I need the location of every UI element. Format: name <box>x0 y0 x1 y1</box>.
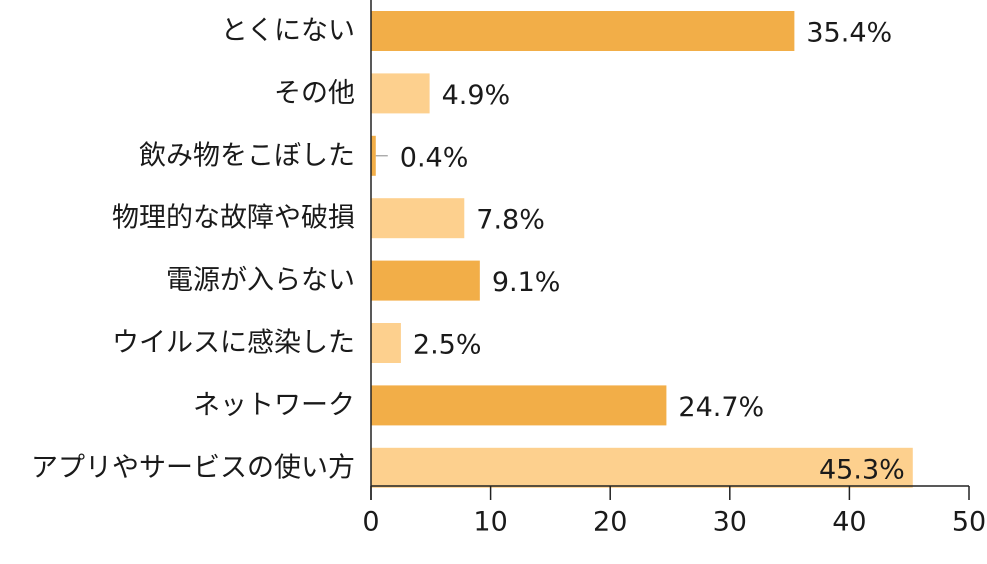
x-tick-label: 40 <box>832 507 866 538</box>
value-label: 35.4% <box>806 18 892 49</box>
bar <box>371 447 913 488</box>
x-tick-label: 30 <box>713 507 747 538</box>
value-label: 7.8% <box>476 205 545 236</box>
bar <box>371 385 667 426</box>
bar <box>371 73 430 114</box>
value-label: 2.5% <box>413 330 482 361</box>
axes: 0 10 20 30 40 50 <box>362 0 986 538</box>
value-label: 9.1% <box>492 267 561 298</box>
bar <box>371 198 465 239</box>
category-label: 電源が入らない <box>166 265 355 296</box>
value-label: 4.9% <box>442 80 511 111</box>
category-label: とくにない <box>221 16 355 47</box>
bars <box>371 11 913 488</box>
bar <box>371 135 376 176</box>
bar <box>371 323 401 363</box>
category-label: 飲み物をこぼした <box>139 140 355 171</box>
category-labels: とくにないその他飲み物をこぼした物理的な故障や破損電源が入らないウイルスに感染し… <box>31 16 355 484</box>
x-tick-label: 10 <box>473 507 507 538</box>
category-label: 物理的な故障や破損 <box>112 203 355 234</box>
category-label: ウイルスに感染した <box>112 328 355 359</box>
x-tick-label: 0 <box>362 507 379 538</box>
bar <box>371 11 795 51</box>
value-labels: 35.4% 4.9% 0.4% 7.8% 9.1% 2.5% 24.7% 45.3% <box>375 18 905 485</box>
value-label: 0.4% <box>400 142 469 173</box>
x-tick-label: 50 <box>952 507 986 538</box>
category-label: ネットワーク <box>193 390 355 421</box>
x-tick-label: 20 <box>593 507 627 538</box>
value-label: 45.3% <box>819 454 905 485</box>
bar <box>371 260 480 301</box>
category-label: アプリやサービスの使い方 <box>31 452 355 483</box>
category-label: その他 <box>274 78 355 109</box>
value-label: 24.7% <box>678 392 764 423</box>
